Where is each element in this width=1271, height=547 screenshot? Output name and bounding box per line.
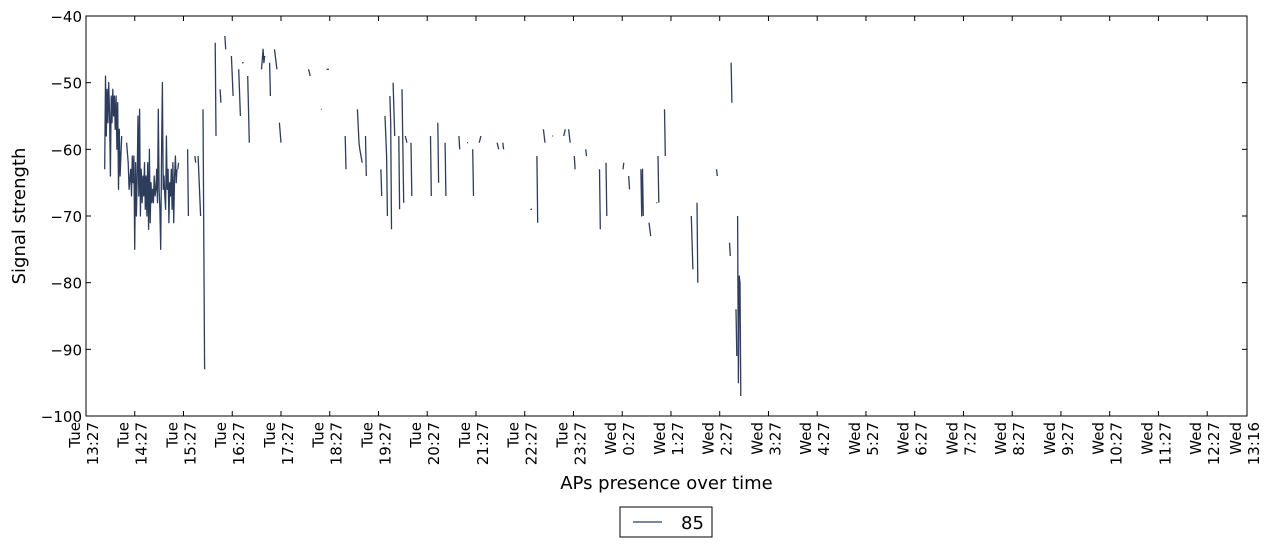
series-85-segment: [735, 309, 738, 357]
x-tick-label: Wed7:27: [943, 422, 979, 456]
x-tick-label: Tue17:27: [261, 422, 297, 465]
series-85-segment: [364, 135, 367, 177]
series-85-segment: [472, 149, 475, 197]
x-tick-label: Tue13:27: [66, 422, 102, 465]
series-85-segment: [197, 155, 202, 217]
x-tick-label: Wed5:27: [846, 422, 882, 456]
series-85-segment: [444, 142, 447, 197]
x-tick-label: Tue18:27: [310, 422, 346, 465]
series-85-segment: [404, 135, 408, 143]
x-axis-label: APs presence over time: [560, 473, 773, 494]
x-tick-label: Wed10:27: [1090, 422, 1126, 465]
series-85-segment: [622, 162, 625, 170]
series-85-segment: [238, 69, 242, 117]
series-85-segment: [230, 55, 234, 97]
series-85-segment: [728, 242, 731, 257]
series-85-segment: [585, 149, 588, 157]
series-85-segment: [573, 155, 576, 170]
series-85-segment: [273, 49, 278, 70]
series-85-segment: [384, 115, 389, 217]
y-tick-label: −40: [50, 8, 82, 26]
y-tick-label: −50: [50, 75, 82, 93]
x-tick-label: Wed2:27: [700, 422, 736, 456]
series-85-segment: [437, 122, 440, 183]
x-tick-label: Wed11:27: [1138, 422, 1174, 465]
x-axis: Tue13:27 Tue14:27 Tue15:27 Tue16:27 Tue17:27…: [66, 16, 1263, 465]
y-axis-label: Signal strength: [9, 148, 30, 285]
y-tick-label: −90: [50, 341, 82, 359]
x-tick-label: Tue15:27: [163, 422, 199, 465]
series-85-segment: [563, 129, 566, 137]
series-85-segment: [542, 129, 546, 143]
series-85-segment: [648, 222, 652, 237]
series-85-segment: [410, 142, 413, 197]
series-85-segment: [605, 162, 608, 217]
series-85-segment: [690, 215, 694, 270]
series-85-segment: [628, 175, 631, 190]
y-tick-label: −60: [50, 141, 82, 159]
series-85-segment: [398, 135, 401, 210]
series-85-segment: [104, 75, 123, 190]
y-axis: −40 −50 −60 −70 −80 −90 −100: [41, 8, 1247, 426]
series-85-segment: [389, 95, 393, 230]
series-85-segment: [429, 135, 432, 197]
y-tick-label: −80: [50, 275, 82, 293]
x-tick-label: Wed9:27: [1041, 422, 1077, 456]
x-tick-label: Tue14:27: [115, 422, 151, 465]
legend: 85: [619, 506, 713, 538]
series-85-segment: [177, 162, 180, 170]
series-85-segment: [214, 42, 217, 137]
series-85-segment: [401, 89, 405, 203]
x-tick-label: Tue16:27: [212, 422, 248, 465]
x-tick-label: Wed0:27: [602, 422, 638, 456]
series-85-segment: [219, 89, 222, 103]
series-85-segment: [696, 202, 699, 283]
series-85-segment: [202, 109, 206, 370]
series-85-segment: [380, 169, 383, 197]
x-tick-label: Tue21:27: [456, 422, 492, 465]
x-tick-label: Wed8:27: [992, 422, 1028, 456]
series-85-segment: [278, 122, 282, 143]
series-85-segment: [186, 149, 190, 217]
x-tick-label: Wed4:27: [797, 422, 833, 456]
x-tick-label: Tue23:27: [553, 422, 589, 465]
legend-label: 85: [681, 513, 704, 534]
series-85-segment: [356, 109, 363, 163]
series-85-segment: [344, 135, 347, 170]
plot-lines: [104, 35, 742, 397]
series-85-segment: [663, 109, 666, 157]
series-85-segment: [715, 169, 718, 177]
y-tick-label: −70: [50, 208, 82, 226]
series-85-segment: [247, 75, 250, 143]
y-tick-label: −100: [41, 408, 82, 426]
x-tick-label: Wed1:27: [651, 422, 687, 456]
series-85-segment: [194, 155, 197, 163]
series-85-segment: [260, 48, 266, 70]
series-85-segment: [458, 135, 461, 150]
series-85-segment: [392, 82, 396, 137]
series-85-segment: [496, 142, 500, 150]
series-85-segment: [307, 69, 311, 77]
series-85-segment: [736, 215, 742, 397]
x-tick-label: Wed3:27: [748, 422, 784, 456]
series-85-segment: [640, 168, 644, 217]
series-85-segment: [502, 142, 505, 150]
x-tick-label: Wed13:16: [1227, 422, 1263, 465]
series-85-segment: [598, 169, 601, 230]
series-85-segment: [268, 62, 272, 97]
series-85-segment: [567, 129, 571, 143]
series-85-segment: [224, 35, 227, 50]
series-85-segment: [125, 82, 178, 250]
x-tick-label: Tue22:27: [505, 422, 541, 465]
series-85-segment: [657, 155, 660, 203]
series-85-segment: [478, 135, 482, 143]
x-tick-label: Tue20:27: [407, 422, 443, 465]
x-tick-label: Wed6:27: [895, 422, 931, 456]
x-tick-label: Tue19:27: [358, 422, 394, 465]
x-tick-label: Wed12:27: [1187, 422, 1223, 465]
series-85-segment: [730, 62, 733, 103]
series-85-segment: [536, 155, 539, 223]
